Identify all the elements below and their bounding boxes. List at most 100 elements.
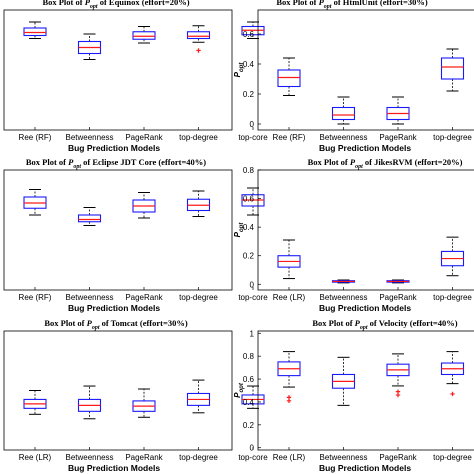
chart-title: Box Plot of Popt of HtmlUnit (effort=30%…	[276, 0, 427, 10]
x-tick-label: top-degree	[179, 293, 218, 302]
outlier-point	[450, 391, 455, 397]
x-tick-label: Ree (RF)	[19, 133, 52, 142]
x-tick-label: PageRank	[379, 293, 417, 302]
iqr-box	[186, 31, 211, 40]
y-tick-label: 0.2	[243, 90, 255, 99]
plot-frame	[257, 169, 474, 291]
box-top-degree	[440, 351, 465, 397]
panel-3: Box Plot of Popt of Eclipse JDT Core (ef…	[3, 157, 268, 313]
iqr-box	[331, 106, 356, 121]
x-tick-label: Ree (LR)	[273, 453, 306, 462]
box-ree-rf	[23, 189, 47, 216]
x-tick-label: Ree (LR)	[19, 453, 52, 462]
x-axis-label: Bug Prediction Models	[319, 143, 411, 153]
box-ree-rf	[277, 57, 301, 96]
x-tick-label: top-degree	[433, 453, 472, 462]
x-tick-label: top-core	[238, 453, 268, 462]
panel-1: Box Plot of Popt of Equinox (effort=20%)…	[3, 0, 268, 153]
box-betweenness	[77, 207, 102, 226]
chart-title: Box Plot of Popt of JikesRVM (effort=20%…	[308, 157, 463, 170]
x-tick-label: PageRank	[125, 293, 163, 302]
plot-frame	[3, 9, 233, 131]
box-betweenness	[331, 96, 356, 125]
y-tick-label: 0	[250, 120, 255, 129]
x-tick-label: Betweenness	[319, 133, 367, 142]
y-tick-label: 0.4	[243, 223, 255, 232]
chart-title: Box Plot of Popt of Eclipse JDT Core (ef…	[26, 157, 206, 170]
box-betweenness	[331, 356, 356, 406]
box-top-degree	[186, 379, 211, 414]
box-top-core	[241, 385, 265, 409]
iqr-box	[23, 27, 47, 37]
x-tick-label: Betweenness	[65, 293, 113, 302]
iqr-box	[277, 69, 301, 88]
y-tick-label: 0.4	[243, 398, 255, 407]
x-tick-label: Betweenness	[319, 453, 367, 462]
y-axis-label: Popt	[233, 222, 245, 238]
panel-2: Box Plot of Popt of HtmlUnit (effort=30%…	[233, 0, 474, 153]
y-tick-label: 0.6	[243, 30, 255, 39]
box-pagerank	[132, 26, 156, 44]
x-tick-label: top-core	[238, 293, 268, 302]
x-tick-label: Ree (RF)	[273, 133, 306, 142]
x-tick-label: PageRank	[379, 133, 417, 142]
plot-frame	[3, 169, 233, 291]
box-top-degree	[186, 190, 211, 217]
y-tick-label: 0.2	[243, 252, 255, 261]
y-tick-label: 0	[250, 280, 255, 289]
box-top-degree	[186, 25, 211, 53]
box-betweenness	[77, 33, 102, 60]
x-tick-label: top-degree	[179, 133, 218, 142]
x-axis-label: Bug Prediction Models	[319, 303, 411, 313]
x-axis-label: Bug Prediction Models	[319, 463, 411, 473]
box-top-degree	[440, 48, 465, 92]
y-tick-label: 0.6	[243, 195, 255, 204]
y-tick-label: 0	[250, 444, 255, 453]
box-pagerank	[386, 279, 410, 284]
box-ree-lr	[277, 351, 301, 403]
x-axis-label: Bug Prediction Models	[68, 303, 160, 313]
box-pagerank	[132, 388, 156, 418]
x-tick-label: Betweenness	[65, 453, 113, 462]
x-tick-label: PageRank	[125, 133, 163, 142]
plot-frame	[257, 330, 474, 451]
chart-title: Box Plot of Popt of Tomcat (effort=30%)	[44, 318, 187, 331]
panel-6: Box Plot of Popt of Velocity (effort=40%…	[233, 318, 474, 473]
box-ree-rf	[23, 21, 47, 39]
outlier-point	[196, 48, 201, 53]
box-pagerank	[132, 192, 156, 219]
chart-title: Box Plot of Popt of Equinox (effort=20%)	[42, 0, 189, 10]
x-tick-label: top-core	[238, 133, 268, 142]
iqr-box	[132, 31, 156, 40]
panel-5: Box Plot of Popt of Tomcat (effort=30%) R…	[3, 318, 268, 473]
box-top-core	[241, 187, 265, 216]
plot-frame	[3, 330, 233, 451]
box-betweenness	[77, 385, 102, 420]
x-tick-label: top-degree	[433, 293, 472, 302]
outlier-point	[286, 395, 292, 400]
panel-4: Box Plot of Popt of JikesRVM (effort=20%…	[233, 157, 474, 313]
iqr-box	[77, 214, 102, 223]
y-tick-label: 0.6	[243, 375, 255, 384]
x-tick-label: Ree (RF)	[19, 293, 52, 302]
box-top-degree	[440, 236, 465, 277]
x-tick-label: Betweenness	[319, 293, 367, 302]
x-tick-label: PageRank	[379, 453, 417, 462]
x-axis-label: Bug Prediction Models	[68, 463, 160, 473]
y-tick-label: 0.8	[243, 166, 255, 175]
x-axis-label: Bug Prediction Models	[68, 143, 160, 153]
box-pagerank	[386, 96, 410, 125]
plot-frame	[257, 9, 474, 131]
y-axis-label: Popt	[233, 62, 245, 78]
y-tick-label: 0.4	[243, 60, 255, 69]
box-ree-lr	[23, 390, 47, 415]
box-betweenness	[331, 279, 356, 284]
x-tick-label: top-degree	[433, 133, 472, 142]
outlier-point	[395, 389, 401, 394]
box-top-core	[241, 21, 265, 39]
iqr-box	[440, 57, 465, 80]
x-tick-label: PageRank	[125, 453, 163, 462]
y-tick-label: 1	[250, 329, 255, 338]
box-ree-lr	[277, 239, 301, 280]
